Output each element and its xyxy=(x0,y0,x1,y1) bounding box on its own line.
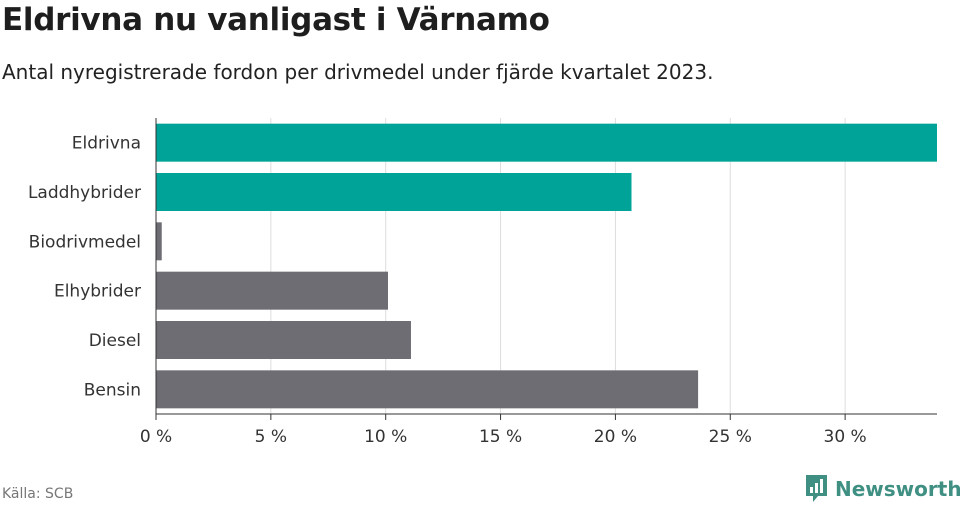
brand-logo[interactable]: Newsworthy xyxy=(804,474,960,503)
chart-title: Eldrivna nu vanligast i Värnamo xyxy=(2,2,550,38)
bar-eldrivna xyxy=(156,123,937,162)
bar-laddhybrider xyxy=(156,173,632,211)
x-tick-label: 25 % xyxy=(709,427,752,447)
x-tick-label: 5 % xyxy=(255,427,287,447)
x-tick-label: 0 % xyxy=(140,427,172,447)
bar-bensin xyxy=(156,370,699,409)
bar-chart: Eldrivna Laddhybrider Biodrivmedel Elhybrid… xyxy=(28,118,937,447)
bar-diesel xyxy=(156,321,411,359)
category-label: Biodrivmedel xyxy=(29,232,141,252)
category-label: Bensin xyxy=(84,380,141,400)
category-label: Diesel xyxy=(89,331,141,351)
x-tick-label: 10 % xyxy=(364,427,407,447)
newsworthy-logo-icon xyxy=(806,475,827,502)
bar-biodrivmedel xyxy=(156,222,162,261)
source-note: Källa: SCB xyxy=(2,486,74,502)
category-label: Elhybrider xyxy=(54,282,141,302)
x-tick-label: 20 % xyxy=(594,427,637,447)
bar-elhybrider xyxy=(156,271,389,310)
x-tick-label: 30 % xyxy=(824,427,867,447)
x-tick-label: 15 % xyxy=(479,427,522,447)
category-label: Laddhybrider xyxy=(28,183,141,203)
category-label: Eldrivna xyxy=(72,134,141,154)
brand-name: Newsworthy xyxy=(835,476,960,501)
chart-subtitle: Antal nyregistrerade fordon per drivmede… xyxy=(2,60,714,84)
